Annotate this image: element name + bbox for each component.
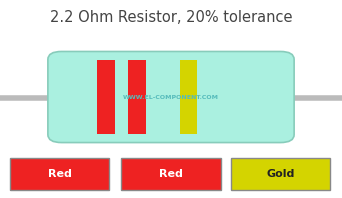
Text: Red: Red [159,169,183,179]
FancyBboxPatch shape [48,51,294,143]
Text: 2.2 Ohm Resistor, 20% tolerance: 2.2 Ohm Resistor, 20% tolerance [50,10,292,25]
Text: Gold: Gold [266,169,294,179]
Text: WWW.EL-COMPONENT.COM: WWW.EL-COMPONENT.COM [123,94,219,100]
Text: Red: Red [48,169,72,179]
Bar [121,158,221,190]
FancyBboxPatch shape [48,51,294,143]
Bar [231,158,330,190]
Bar [128,60,146,134]
Bar [97,60,115,134]
Bar [180,60,197,134]
Bar [10,158,109,190]
